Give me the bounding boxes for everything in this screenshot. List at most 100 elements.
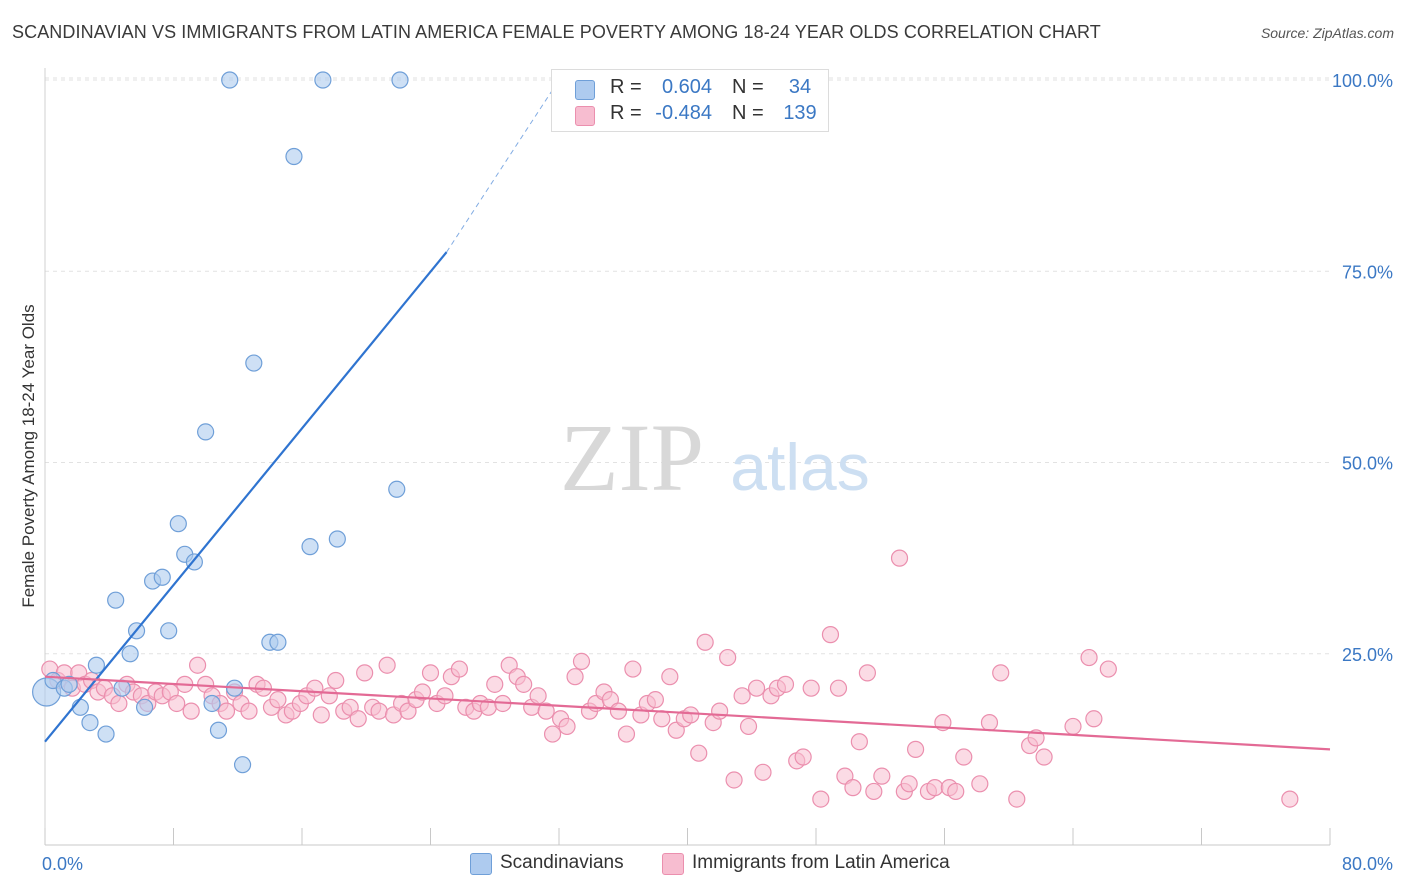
data-point-latin-america bbox=[812, 790, 830, 808]
data-point-scandinavians bbox=[269, 633, 287, 651]
data-point-scandinavians bbox=[285, 147, 303, 166]
data-point-latin-america bbox=[802, 679, 820, 697]
y-tick-label: 100.0% bbox=[1332, 71, 1393, 91]
data-point-scandinavians bbox=[113, 679, 131, 697]
data-point-scandinavians bbox=[160, 622, 178, 640]
data-point-latin-america bbox=[865, 782, 883, 801]
data-point-scandinavians bbox=[391, 71, 409, 89]
data-point-latin-america bbox=[558, 717, 576, 736]
data-point-latin-america bbox=[821, 626, 840, 644]
data-point-latin-america bbox=[754, 763, 772, 781]
data-point-latin-america bbox=[1008, 790, 1026, 808]
data-point-latin-america bbox=[690, 744, 708, 762]
legend-r-label: R = bbox=[610, 76, 642, 98]
data-point-latin-america bbox=[421, 664, 440, 682]
data-point-latin-america bbox=[1080, 648, 1098, 667]
data-point-latin-america bbox=[537, 702, 555, 720]
data-point-latin-america bbox=[188, 656, 207, 674]
data-point-latin-america bbox=[413, 683, 432, 701]
data-point-latin-america bbox=[1099, 660, 1117, 678]
data-point-latin-america bbox=[1064, 717, 1082, 736]
legend-r-value: -0.484 bbox=[655, 102, 712, 124]
data-point-latin-america bbox=[240, 702, 258, 720]
data-point-latin-america bbox=[719, 648, 737, 667]
data-point-latin-america bbox=[890, 549, 909, 567]
data-point-latin-america bbox=[327, 671, 345, 690]
legend-n-label: N = bbox=[732, 102, 764, 124]
data-point-latin-america bbox=[955, 748, 973, 766]
data-point-scandinavians bbox=[203, 694, 221, 713]
legend-r-label: R = bbox=[610, 102, 642, 124]
y-axis-label: Female Poverty Among 18-24 Year Olds bbox=[19, 304, 38, 607]
data-point-latin-america bbox=[971, 775, 989, 793]
legend: R = 0.604 N = 34 R = -0.484 N = 139 bbox=[551, 69, 829, 132]
data-point-scandinavians bbox=[169, 515, 187, 533]
data-point-scandinavians bbox=[135, 698, 154, 716]
legend-swatch-pink bbox=[575, 106, 595, 126]
data-point-scandinavians bbox=[233, 756, 252, 774]
data-point-latin-america bbox=[543, 725, 562, 743]
data-point-latin-america bbox=[349, 710, 367, 728]
data-point-latin-america bbox=[682, 706, 700, 724]
data-point-latin-america bbox=[900, 775, 918, 793]
data-point-latin-america bbox=[609, 702, 628, 720]
data-point-latin-america bbox=[733, 687, 751, 705]
data-point-latin-america bbox=[378, 656, 396, 674]
series-scandinavians-points bbox=[32, 71, 409, 774]
data-point-scandinavians bbox=[388, 480, 406, 498]
data-point-scandinavians bbox=[301, 538, 319, 556]
data-point-scandinavians bbox=[314, 71, 332, 89]
data-point-latin-america bbox=[450, 660, 469, 678]
tick-labels: 25.0% 50.0% 75.0% 100.0% 0.0% 80.0% bbox=[42, 71, 1393, 874]
data-point-latin-america bbox=[306, 679, 324, 697]
bottom-legend-swatch-blue bbox=[470, 853, 492, 875]
trend-lines bbox=[44, 79, 1331, 751]
legend-swatch-blue bbox=[575, 80, 595, 100]
data-point-latin-america bbox=[515, 675, 533, 693]
data-point-scandinavians bbox=[197, 423, 215, 441]
data-point-latin-america bbox=[653, 710, 671, 728]
data-point-latin-america bbox=[110, 694, 128, 713]
data-point-latin-america bbox=[725, 771, 743, 789]
data-point-scandinavians bbox=[328, 530, 346, 548]
data-point-latin-america bbox=[873, 767, 891, 785]
data-point-latin-america bbox=[747, 679, 766, 697]
data-point-latin-america bbox=[661, 668, 679, 686]
trend-line-scandinavians bbox=[44, 251, 448, 743]
data-point-latin-america bbox=[356, 664, 374, 682]
gridlines bbox=[45, 77, 1330, 655]
data-point-scandinavians bbox=[245, 354, 263, 372]
data-point-scandinavians bbox=[71, 698, 89, 716]
legend-n-label: N = bbox=[732, 76, 764, 98]
data-point-scandinavians bbox=[153, 568, 171, 586]
data-point-scandinavians bbox=[121, 645, 139, 663]
data-point-latin-america bbox=[850, 733, 868, 751]
data-point-latin-america bbox=[529, 687, 547, 705]
data-point-latin-america bbox=[168, 694, 186, 713]
data-point-scandinavians bbox=[81, 713, 99, 732]
data-point-latin-america bbox=[624, 660, 642, 678]
data-point-latin-america bbox=[947, 782, 965, 801]
data-point-scandinavians bbox=[107, 591, 125, 609]
y-tick-label: 25.0% bbox=[1342, 645, 1393, 665]
chart-source: Source: ZipAtlas.com bbox=[1260, 25, 1394, 41]
data-point-latin-america bbox=[617, 725, 636, 743]
y-tick-label: 50.0% bbox=[1342, 454, 1393, 474]
data-point-latin-america bbox=[794, 748, 812, 766]
data-point-latin-america bbox=[711, 702, 729, 720]
data-point-latin-america bbox=[1281, 790, 1299, 808]
data-point-latin-america bbox=[858, 664, 877, 682]
x-tick-label: 0.0% bbox=[42, 854, 83, 874]
data-point-latin-america bbox=[312, 706, 330, 724]
data-point-latin-america bbox=[829, 679, 848, 697]
data-point-latin-america bbox=[696, 633, 714, 651]
data-point-scandinavians bbox=[60, 675, 78, 693]
chart-title: SCANDINAVIAN VS IMMIGRANTS FROM LATIN AM… bbox=[12, 22, 1101, 42]
watermark-atlas: atlas bbox=[730, 430, 869, 504]
data-point-latin-america bbox=[844, 779, 862, 797]
bottom-legend-label: Scandinavians bbox=[500, 852, 624, 873]
data-point-scandinavians bbox=[87, 656, 106, 674]
data-point-latin-america bbox=[572, 652, 591, 671]
data-point-latin-america bbox=[739, 717, 758, 736]
watermark-zip: ZIP bbox=[560, 404, 704, 511]
